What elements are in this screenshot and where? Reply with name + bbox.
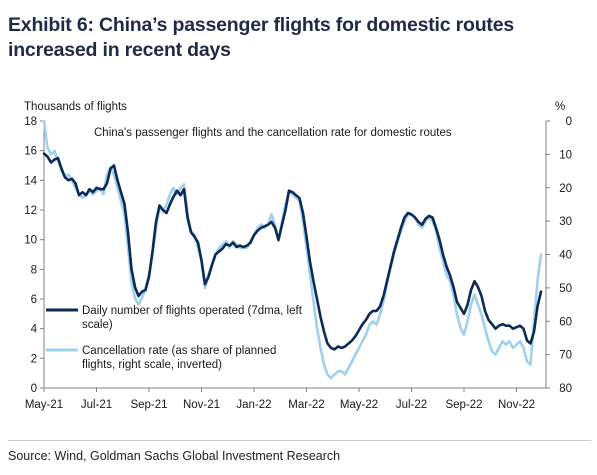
left-tick-label: 14 [24,175,37,187]
source-note: Source: Wind, Goldman Sachs Global Inves… [8,449,341,463]
legend-flights-label: Daily number of flights operated (7dma, … [82,305,303,331]
x-tick-label: Sep-21 [130,399,167,411]
right-tick-label: 0 [566,116,572,128]
source-divider [8,440,591,441]
flights-series-line [42,152,543,351]
left-tick-label: 8 [31,264,37,276]
left-tick-label: 0 [31,383,37,395]
right-tick-label: 70 [559,350,572,362]
right-axis-label: % [555,101,565,113]
left-tick-label: 12 [24,205,37,217]
x-tick-label: Mar-22 [288,399,324,411]
x-tick-label: Nov-22 [498,399,535,411]
legend-cancellation-label: Cancellation rate (as share of planned fl… [82,345,276,371]
legend: Daily number of flights operated (7dma, … [46,305,303,371]
x-tick-label: Nov-21 [183,399,220,411]
right-tick-label: 40 [559,250,572,262]
right-tick-label: 20 [559,183,572,195]
exhibit-title: Exhibit 6: China’s passenger flights for… [8,14,515,61]
x-tick-label: Sep-22 [445,399,482,411]
x-tick-label: May-22 [340,399,378,411]
chart-svg: Thousands of flights % China's passenger… [24,101,572,411]
right-tick-label: 30 [559,216,572,228]
series-layer [42,119,543,380]
right-tick-label: 50 [559,283,572,295]
left-tick-label: 10 [24,235,37,247]
x-tick-label: Jan-22 [236,399,271,411]
left-tick-label: 4 [31,324,38,336]
chart-title: China's passenger flights and the cancel… [94,127,452,139]
x-tick-label: Jul-21 [81,399,112,411]
left-axis-label: Thousands of flights [24,101,127,113]
left-tick-label: 18 [24,116,37,128]
axes: 0 2 4 6 8 10 12 14 16 18 0 10 20 30 40 50 60 70 80 May-21 Ju… [24,116,572,411]
right-tick-label: 10 [559,149,572,161]
left-tick-label: 6 [31,294,37,306]
right-tick-label: 80 [559,383,572,395]
left-tick-label: 2 [31,353,37,365]
right-tick-label: 60 [559,316,572,328]
left-tick-label: 16 [24,146,37,158]
x-tick-label: May-21 [25,399,63,411]
x-tick-label: Jul-22 [396,399,427,411]
chart: Thousands of flights % China's passenger… [0,88,597,423]
cancellation-series-line [42,119,543,380]
